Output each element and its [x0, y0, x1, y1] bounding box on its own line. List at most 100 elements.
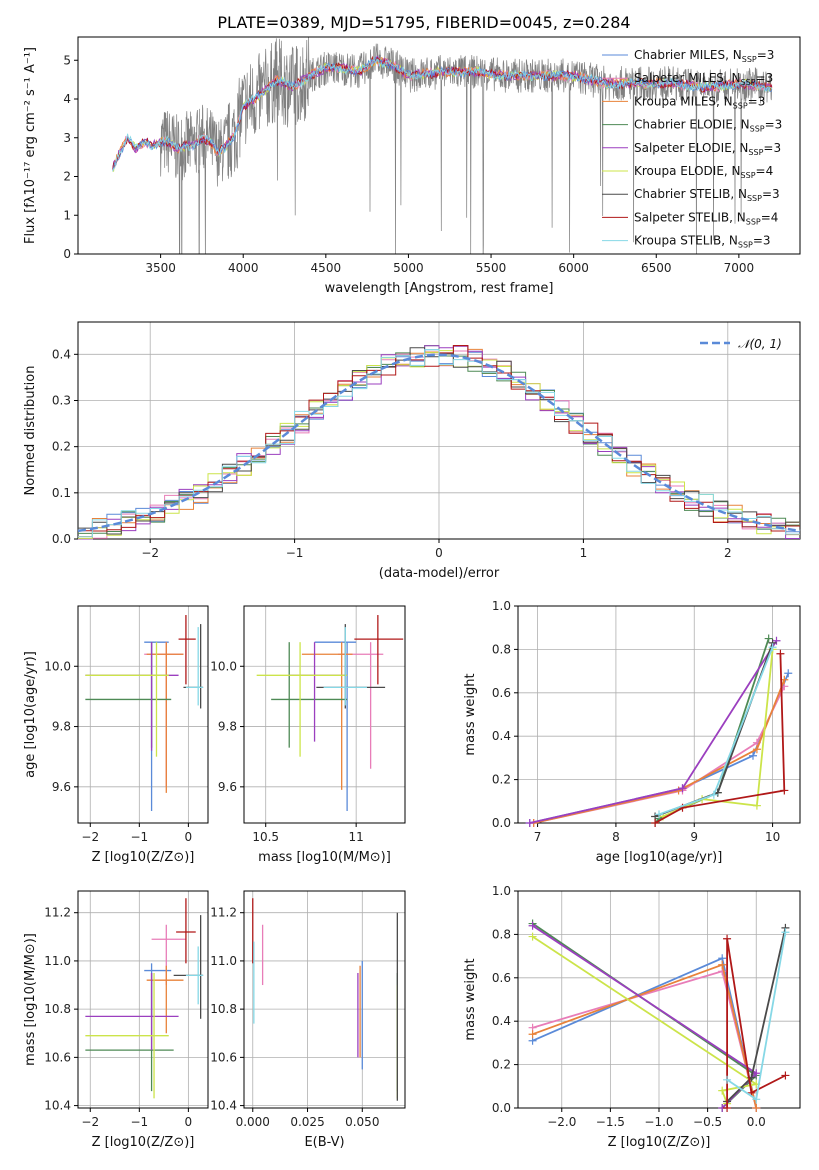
y-tick-label: 4: [63, 92, 71, 106]
x-tick-label: 11: [349, 830, 364, 844]
x-tick-label: 9: [690, 830, 698, 844]
weight-line-kroupa_miles: [533, 679, 786, 824]
y-tick-label: 0: [63, 247, 71, 261]
weight-marker-chabrier_elodie: [764, 634, 773, 643]
x-tick-label: 0.0: [747, 1115, 766, 1129]
plot-frame: [77, 605, 209, 824]
weight-marker-kroupa_elodie: [752, 801, 761, 810]
weight-marker-chabrier_miles: [784, 669, 793, 678]
weight_vs_Z-panel: −2.0 −1.5 −1.0 −0.5 0.0 0.0 0.2 0.4 0.6 0.8 1.0 Z […: [463, 884, 801, 1150]
x-tick-label: 5000: [393, 261, 424, 275]
y-tick-label: 0.2: [492, 1058, 511, 1072]
y-tick-label: 10.0: [44, 659, 71, 673]
y-axis-label: mass weight: [463, 673, 478, 755]
weight-marker-salpeter_elodie: [678, 784, 687, 793]
y-tick-label: 9.8: [52, 720, 71, 734]
y-tick-label: 10.6: [44, 1050, 71, 1064]
x-tick-label: −1.0: [644, 1115, 673, 1129]
y-tick-label: 0.0: [492, 816, 511, 830]
legend-entry-0: Chabrier MILES, NSSP=3: [634, 48, 774, 64]
x-tick-label: 4000: [228, 261, 259, 275]
y-tick-label: 10.4: [210, 1099, 237, 1113]
y-tick-label: 10.8: [210, 1002, 237, 1016]
legend-entry-normal: 𝒩(0, 1): [738, 337, 782, 351]
weight-marker-kroupa_elodie: [528, 932, 537, 941]
x-tick-label: −2: [81, 1115, 99, 1129]
weight-marker-kroupa_stelib: [768, 643, 777, 652]
legend-entry-8: Kroupa STELIB, NSSP=3: [634, 234, 771, 250]
x-tick-label: 6000: [558, 261, 589, 275]
weight-marker-kroupa_miles: [528, 1030, 537, 1039]
x-tick-label: 8: [612, 830, 620, 844]
y-tick-label: 11.2: [44, 906, 71, 920]
weight-line-chabrier_miles: [532, 957, 758, 1109]
weight-marker-kroupa_miles: [718, 960, 727, 969]
x-tick-label: −0.5: [693, 1115, 722, 1129]
y-tick-label: 0.4: [52, 347, 71, 361]
x-tick-label: −1: [130, 1115, 148, 1129]
weight-line-chabrier_elodie: [532, 922, 758, 1109]
weight-marker-kroupa_miles: [752, 1104, 761, 1112]
y-tick-label: 0.0: [492, 1101, 511, 1115]
y-tick-label: 9.8: [218, 720, 237, 734]
y-tick-label: 1: [63, 208, 71, 222]
weight-marker-salpeter_elodie: [528, 921, 537, 930]
legend-entry-5: Kroupa ELODIE, NSSP=4: [634, 164, 773, 180]
legend-entry-3: Chabrier ELODIE, NSSP=3: [634, 118, 782, 134]
weight-marker-salpeter_stelib: [781, 1071, 790, 1080]
x-tick-label: 3500: [145, 261, 176, 275]
x-axis-label: Z [log10(Z/Z⊙)]: [92, 1135, 195, 1150]
y-tick-label: 1.0: [492, 884, 511, 898]
y-tick-label: 0.4: [492, 1014, 511, 1028]
y-tick-label: 0.2: [492, 773, 511, 787]
x-tick-label: 7000: [724, 261, 755, 275]
weight-marker-salpeter_stelib: [651, 819, 660, 827]
x-tick-label: 6500: [641, 261, 672, 275]
y-axis-label: age [log10(age/yr)]: [23, 651, 38, 778]
x-axis-label: age [log10(age/yr)]: [596, 850, 723, 865]
y-tick-label: 10.4: [44, 1099, 71, 1113]
y-tick-label: 10.0: [210, 659, 237, 673]
weight-marker-salpeter_stelib: [776, 649, 785, 658]
spectrum-panel: PLATE=0389, MJD=51795, FIBERID=0045, z=0…: [23, 13, 801, 296]
x-axis-label: Z [log10(Z/Z⊙)]: [608, 1135, 711, 1150]
x-tick-label: 0.050: [345, 1115, 379, 1129]
y-axis-label: Normed distribution: [23, 366, 38, 496]
residuals-panel: −2 −1 0 1 2 0.0 0.1 0.2 0.3 0.4 (data-model)/error…: [23, 321, 801, 581]
x-axis-label: (data-model)/error: [379, 566, 500, 581]
x-tick-label: 10.5: [252, 830, 279, 844]
x-axis-label: wavelength [Angstrom, rest frame]: [325, 281, 554, 296]
legend-entry-7: Salpeter STELIB, NSSP=4: [634, 210, 778, 226]
plot-frame: [243, 605, 406, 824]
plot-frame: [77, 321, 801, 540]
x-tick-label: −1: [130, 830, 148, 844]
weight-marker-salpeter_stelib: [780, 786, 789, 795]
weight-marker-salpeter_elodie: [752, 1069, 761, 1078]
x-tick-label: −2: [141, 546, 159, 560]
age_vs_Z-panel: −2 −1 0 9.6 9.8 10.0 Z [log10(Z/Z⊙)] age [log10…: [23, 605, 209, 865]
x-tick-label: 0: [185, 1115, 193, 1129]
weight-marker-kroupa_miles: [752, 745, 761, 754]
x-tick-label: 0.025: [290, 1115, 324, 1129]
weight-marker-chabrier_miles: [749, 751, 757, 760]
x-tick-label: 7: [534, 830, 542, 844]
weight-marker-salpeter_stelib: [723, 934, 732, 943]
y-tick-label: 11.2: [210, 906, 237, 920]
x-axis-label: mass [log10(M/M⊙)]: [258, 850, 391, 865]
y-axis-label: mass [log10(M/M⊙)]: [23, 933, 38, 1066]
weight-line-kroupa_miles: [532, 963, 758, 1109]
y-axis-label: Flux [fλ10⁻¹⁷ erg cm⁻² s⁻¹ A⁻¹]: [23, 47, 38, 244]
x-tick-label: 0.000: [236, 1115, 270, 1129]
y-tick-label: 0.4: [492, 729, 511, 743]
y-tick-label: 11.0: [44, 954, 71, 968]
y-tick-label: 0.8: [492, 927, 511, 941]
y-tick-label: 0.3: [52, 393, 71, 407]
weight-marker-salpeter_stelib: [723, 1104, 732, 1112]
plot-frame: [517, 890, 801, 1109]
y-tick-label: 10.6: [210, 1050, 237, 1064]
y-tick-label: 10.8: [44, 1002, 71, 1016]
weight-marker-kroupa_stelib: [781, 928, 790, 937]
x-axis-label: E(B-V): [304, 1135, 344, 1150]
legend-entry-2: Kroupa MILES, NSSP=3: [634, 94, 765, 110]
y-tick-label: 0.6: [492, 686, 511, 700]
